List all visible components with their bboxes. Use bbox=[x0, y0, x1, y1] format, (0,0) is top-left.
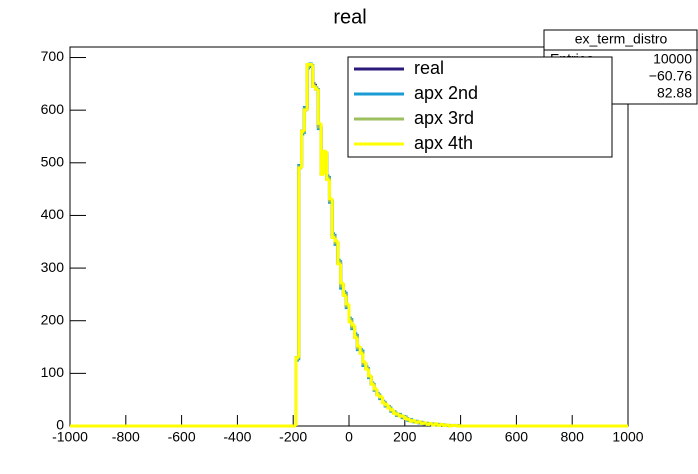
bar-step bbox=[389, 408, 394, 412]
bar-step bbox=[333, 237, 338, 243]
stats-value: 10000 bbox=[653, 51, 692, 67]
x-tick-label: -600 bbox=[168, 429, 196, 445]
bar-step bbox=[445, 423, 450, 427]
x-tick-label: -1000 bbox=[52, 429, 88, 445]
bar-step bbox=[436, 423, 442, 427]
y-tick-label: 300 bbox=[41, 259, 65, 275]
stats-value: −60.76 bbox=[649, 68, 692, 84]
bar-step bbox=[305, 62, 310, 111]
bar-step bbox=[397, 413, 403, 418]
bar-step bbox=[339, 263, 344, 285]
y-tick-label: 100 bbox=[41, 364, 65, 380]
bar-step bbox=[456, 424, 461, 428]
y-tick-label: 700 bbox=[41, 48, 65, 64]
y-tick-label: 400 bbox=[41, 206, 65, 222]
legend-label: apx 4th bbox=[414, 133, 473, 153]
bar-step bbox=[316, 89, 322, 125]
y-tick-label: 500 bbox=[41, 154, 65, 170]
y-tick-label: 600 bbox=[41, 101, 65, 117]
x-tick-label: 400 bbox=[449, 429, 473, 445]
legend-box bbox=[347, 56, 613, 158]
x-tick-label: -800 bbox=[112, 429, 140, 445]
bar-step bbox=[383, 402, 389, 406]
x-tick-label: 600 bbox=[505, 429, 529, 445]
bar-step bbox=[425, 422, 430, 426]
bar-step bbox=[408, 419, 414, 423]
stats-title: ex_term_distro bbox=[575, 31, 668, 47]
bar-step bbox=[372, 384, 377, 391]
bar-step bbox=[358, 345, 363, 355]
bar-step bbox=[450, 423, 456, 427]
x-tick-label: 0 bbox=[345, 429, 353, 445]
bar-step bbox=[411, 419, 416, 423]
y-tick-label: 0 bbox=[56, 417, 64, 433]
legend-label: apx 2nd bbox=[414, 83, 478, 103]
bar-step bbox=[336, 240, 341, 266]
stats-value: 82.88 bbox=[657, 85, 692, 101]
bar-step bbox=[314, 86, 319, 91]
legend-label: real bbox=[414, 58, 444, 78]
chart-title: real bbox=[333, 6, 366, 28]
bar-step bbox=[302, 108, 308, 132]
bar-step bbox=[375, 388, 380, 397]
y-tick-label: 200 bbox=[41, 311, 65, 327]
x-tick-label: -400 bbox=[223, 429, 251, 445]
bar-step bbox=[378, 394, 383, 399]
x-tick-label: 200 bbox=[393, 429, 417, 445]
x-tick-label: 800 bbox=[561, 429, 585, 445]
x-tick-label: 1000 bbox=[612, 429, 643, 445]
bar-step bbox=[428, 421, 433, 425]
bar-step bbox=[369, 375, 375, 386]
bar-step bbox=[442, 423, 447, 427]
legend-label: apx 3rd bbox=[414, 108, 474, 128]
bar-step bbox=[394, 412, 400, 416]
bar-step bbox=[406, 417, 411, 421]
bar-step bbox=[350, 321, 355, 327]
bar-step bbox=[433, 422, 439, 426]
x-tick-label: -200 bbox=[279, 429, 307, 445]
